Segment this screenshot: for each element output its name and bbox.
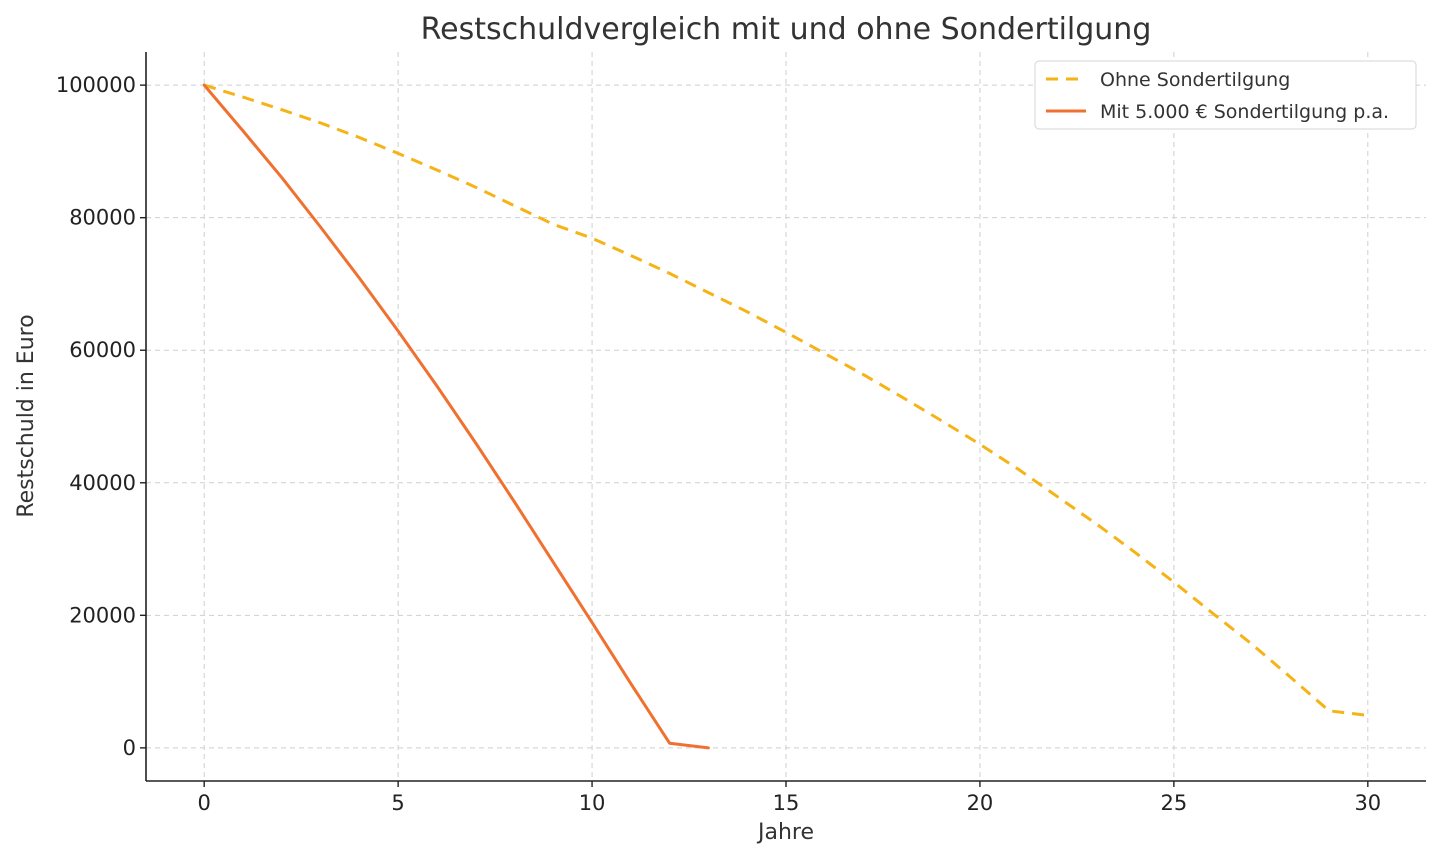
legend: Ohne Sondertilgung Mit 5.000 € Sondertil…: [1034, 60, 1417, 130]
y-tick-label-3: 60000: [69, 338, 136, 362]
y-tick-label-1: 20000: [69, 603, 136, 627]
x-tick-label-4: 20: [967, 791, 994, 815]
series-line-1: [202, 83, 710, 750]
legend-label-mit-sondertilgung: Mit 5.000 € Sondertilgung p.a.: [1100, 101, 1389, 123]
y-tick-label-0: 0: [123, 736, 136, 760]
y-tick-label-4: 80000: [69, 206, 136, 230]
legend-box: [1034, 60, 1417, 130]
y-tick-label-5: 100000: [56, 73, 136, 97]
tick-labels: 0 5 10 15 20 25 30 0 20000 40000 60000 80000 100000: [56, 73, 1381, 815]
series-lines: [202, 83, 1368, 750]
x-tick-label-3: 15: [773, 791, 800, 815]
y-tick-label-2: 40000: [69, 471, 136, 495]
x-tick-label-6: 30: [1354, 791, 1381, 815]
x-tick-label-2: 10: [579, 791, 606, 815]
x-tick-label-5: 25: [1161, 791, 1188, 815]
chart-title: Restschuldvergleich mit und ohne Sondert…: [421, 12, 1152, 47]
x-tick-label-1: 5: [391, 791, 404, 815]
series-line-0: [203, 83, 1368, 717]
x-tick-label-0: 0: [197, 791, 210, 815]
x-axis-label: Jahre: [756, 820, 814, 845]
legend-label-ohne-sondertilgung: Ohne Sondertilgung: [1100, 69, 1290, 91]
y-axis-label: Restschuld in Euro: [14, 314, 39, 517]
